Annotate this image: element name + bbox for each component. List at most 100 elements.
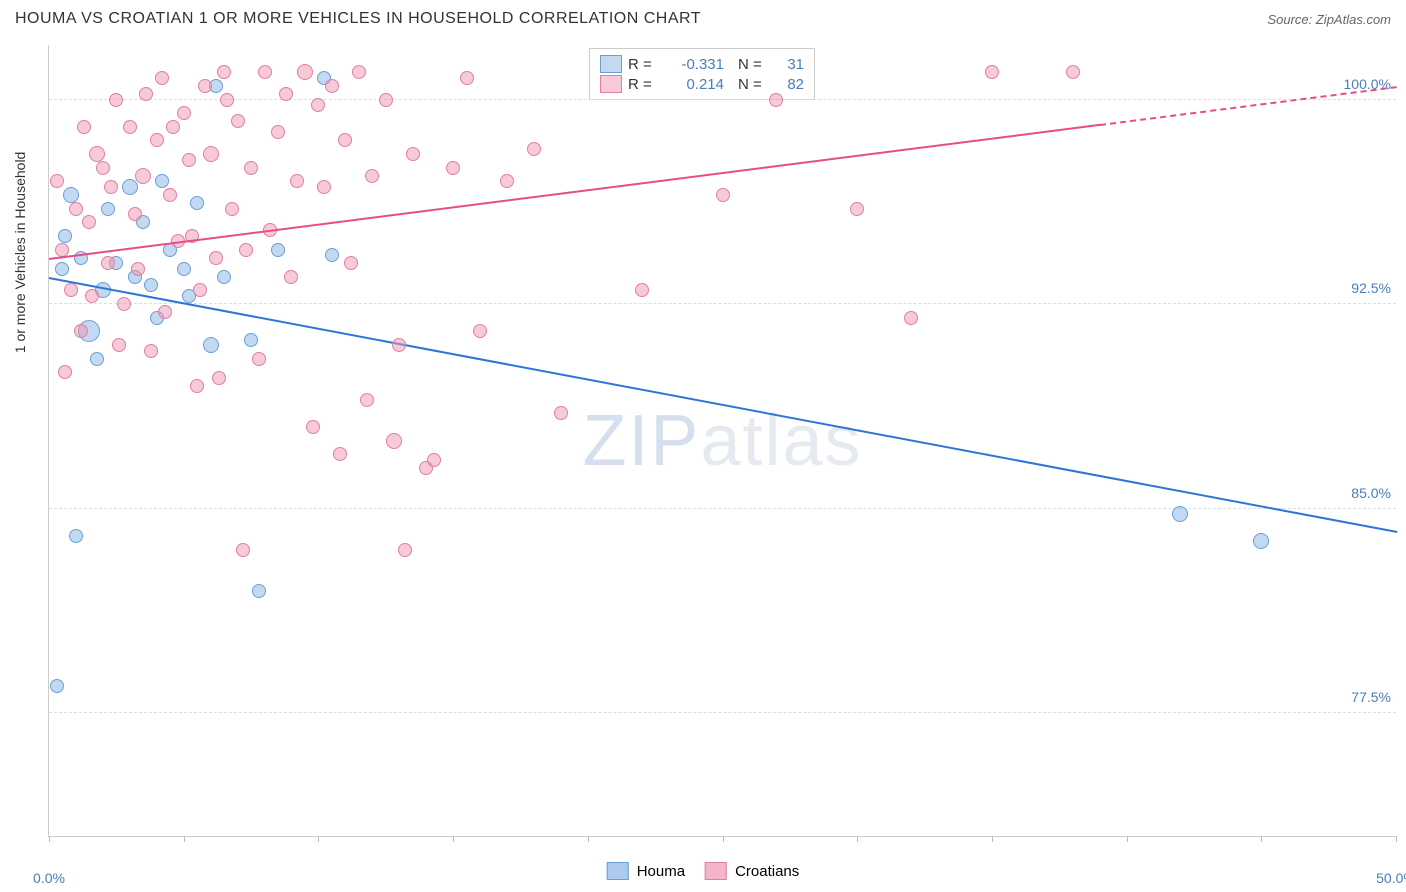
scatter-point xyxy=(89,146,105,162)
x-tick-mark xyxy=(1127,836,1128,842)
scatter-point xyxy=(406,147,420,161)
scatter-point xyxy=(128,207,142,221)
scatter-point xyxy=(284,270,298,284)
scatter-point xyxy=(112,338,126,352)
scatter-point xyxy=(271,125,285,139)
x-tick-mark xyxy=(992,836,993,842)
scatter-point xyxy=(1172,506,1188,522)
plot-region: ZIPatlas R =-0.331 N =31 R =0.214 N =82 … xyxy=(48,45,1396,837)
y-tick-label: 85.0% xyxy=(1351,485,1391,501)
scatter-point xyxy=(131,262,145,276)
scatter-point xyxy=(212,371,226,385)
stats-row-croatians: R =0.214 N =82 xyxy=(600,75,804,93)
scatter-point xyxy=(716,188,730,202)
scatter-point xyxy=(158,305,172,319)
scatter-point xyxy=(379,93,393,107)
gridline xyxy=(49,303,1396,304)
scatter-point xyxy=(769,93,783,107)
scatter-point xyxy=(333,447,347,461)
scatter-point xyxy=(446,161,460,175)
scatter-point xyxy=(135,168,151,184)
legend-bottom: Houma Croatians xyxy=(607,862,800,880)
scatter-point xyxy=(311,98,325,112)
scatter-point xyxy=(101,202,115,216)
scatter-point xyxy=(258,65,272,79)
scatter-point xyxy=(338,133,352,147)
scatter-point xyxy=(220,93,234,107)
scatter-point xyxy=(352,65,366,79)
scatter-point xyxy=(166,120,180,134)
scatter-point xyxy=(473,324,487,338)
scatter-point xyxy=(50,174,64,188)
stats-legend: R =-0.331 N =31 R =0.214 N =82 xyxy=(589,48,815,100)
y-tick-label: 92.5% xyxy=(1351,280,1391,296)
chart-source: Source: ZipAtlas.com xyxy=(1267,12,1391,27)
scatter-point xyxy=(252,584,266,598)
scatter-point xyxy=(64,283,78,297)
scatter-point xyxy=(177,262,191,276)
scatter-point xyxy=(217,270,231,284)
scatter-point xyxy=(392,338,406,352)
scatter-point xyxy=(460,71,474,85)
swatch-croatians xyxy=(600,75,622,93)
scatter-point xyxy=(236,543,250,557)
scatter-point xyxy=(90,352,104,366)
scatter-point xyxy=(325,79,339,93)
scatter-point xyxy=(325,248,339,262)
scatter-point xyxy=(244,333,258,347)
scatter-point xyxy=(55,243,69,257)
scatter-point xyxy=(297,64,313,80)
y-axis-label: 1 or more Vehicles in Household xyxy=(12,152,28,354)
scatter-point xyxy=(527,142,541,156)
scatter-point xyxy=(193,283,207,297)
scatter-point xyxy=(279,87,293,101)
watermark: ZIPatlas xyxy=(582,400,862,482)
x-tick-mark xyxy=(1396,836,1397,842)
legend-label-croatians: Croatians xyxy=(735,863,799,880)
scatter-point xyxy=(500,174,514,188)
scatter-point xyxy=(190,196,204,210)
scatter-point xyxy=(203,146,219,162)
scatter-point xyxy=(117,297,131,311)
x-tick-mark xyxy=(588,836,589,842)
scatter-point xyxy=(69,529,83,543)
stats-row-houma: R =-0.331 N =31 xyxy=(600,55,804,73)
scatter-point xyxy=(69,202,83,216)
x-tick-mark xyxy=(1261,836,1262,842)
legend-label-houma: Houma xyxy=(637,863,685,880)
scatter-point xyxy=(150,133,164,147)
scatter-point xyxy=(144,278,158,292)
x-tick-mark xyxy=(184,836,185,842)
x-tick-mark xyxy=(318,836,319,842)
x-tick-label: 0.0% xyxy=(33,870,65,886)
scatter-point xyxy=(122,179,138,195)
scatter-point xyxy=(365,169,379,183)
scatter-point xyxy=(554,406,568,420)
scatter-point xyxy=(163,188,177,202)
gridline xyxy=(49,712,1396,713)
scatter-point xyxy=(155,174,169,188)
legend-item-houma: Houma xyxy=(607,862,685,880)
scatter-point xyxy=(101,256,115,270)
scatter-point xyxy=(77,120,91,134)
x-tick-mark xyxy=(453,836,454,842)
scatter-point xyxy=(209,251,223,265)
scatter-point xyxy=(1066,65,1080,79)
scatter-point xyxy=(217,65,231,79)
scatter-point xyxy=(360,393,374,407)
scatter-point xyxy=(55,262,69,276)
scatter-point xyxy=(198,79,212,93)
scatter-point xyxy=(63,187,79,203)
scatter-point xyxy=(182,153,196,167)
scatter-point xyxy=(144,344,158,358)
scatter-point xyxy=(904,311,918,325)
scatter-point xyxy=(203,337,219,353)
scatter-point xyxy=(58,365,72,379)
trend-line xyxy=(1100,86,1397,126)
scatter-point xyxy=(290,174,304,188)
scatter-point xyxy=(82,215,96,229)
scatter-point xyxy=(50,679,64,693)
scatter-point xyxy=(104,180,118,194)
scatter-point xyxy=(386,433,402,449)
scatter-point xyxy=(85,289,99,303)
